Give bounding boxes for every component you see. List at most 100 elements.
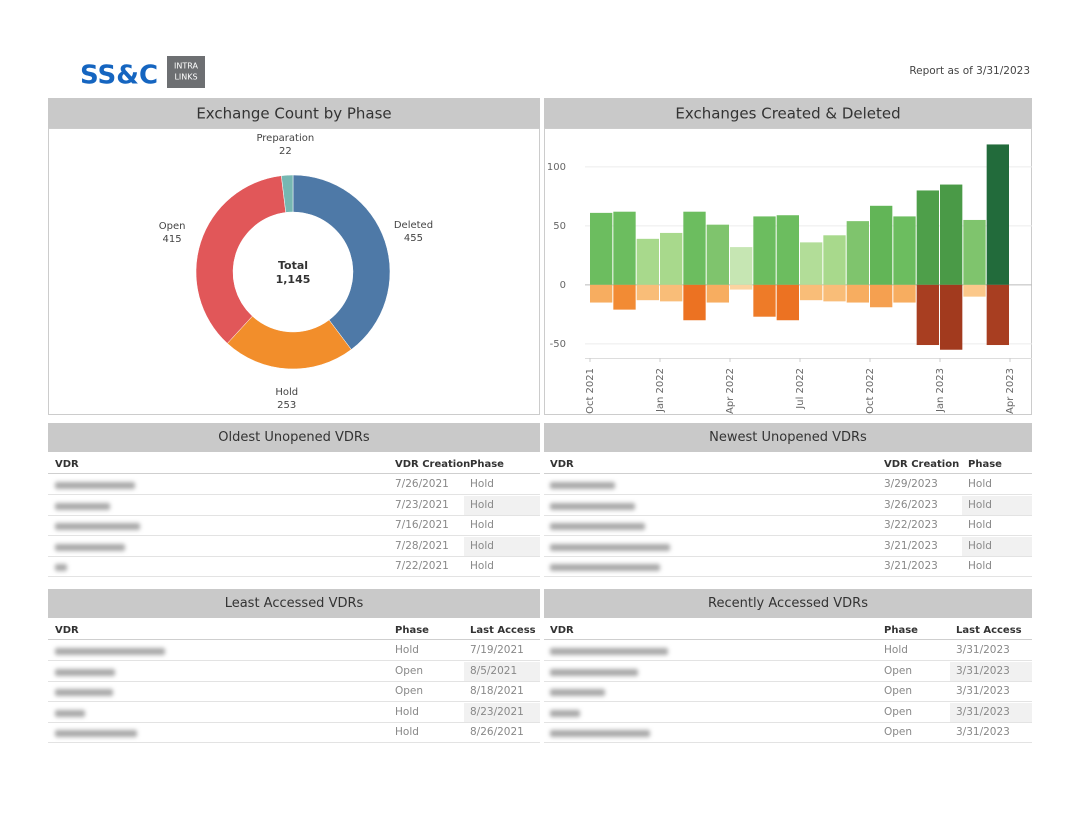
table-cell: Open bbox=[395, 685, 424, 698]
column-header: VDR Creation bbox=[395, 459, 471, 470]
cell-shade bbox=[962, 475, 1032, 494]
column-header: Phase bbox=[884, 625, 918, 636]
table-cell: Open bbox=[884, 726, 913, 739]
panel-header bbox=[544, 98, 1032, 128]
logo-badge bbox=[167, 56, 205, 88]
panel-header bbox=[48, 98, 540, 128]
bar bbox=[893, 216, 916, 285]
bar bbox=[916, 284, 939, 346]
logo: SS&C bbox=[80, 61, 158, 91]
row-rule bbox=[48, 680, 540, 682]
y-tick-label: -50 bbox=[550, 339, 566, 350]
x-tick-label: Oct 2021 bbox=[585, 368, 596, 414]
column-header: VDR bbox=[550, 625, 574, 636]
table-cell: 3/31/2023 bbox=[956, 685, 1010, 698]
cell-shade bbox=[464, 702, 540, 722]
table-cell: 3/31/2023 bbox=[956, 705, 1010, 718]
bar bbox=[636, 284, 659, 301]
column-header: VDR bbox=[55, 625, 79, 636]
bar bbox=[893, 284, 916, 303]
cell-shade bbox=[464, 536, 540, 556]
x-tick-label: Oct 2022 bbox=[865, 368, 876, 414]
bar bbox=[660, 284, 683, 302]
bar bbox=[870, 284, 893, 308]
vdr-name bbox=[55, 648, 165, 655]
table-cell: 3/21/2023 bbox=[884, 539, 938, 552]
row-rule bbox=[48, 742, 540, 744]
table-title: Oldest Unopened VDRs bbox=[48, 423, 540, 452]
x-tick-label: Apr 2023 bbox=[1005, 368, 1016, 414]
table-cell: Hold bbox=[470, 478, 494, 490]
table-cell: Open bbox=[884, 664, 913, 677]
bar bbox=[870, 205, 893, 285]
table-cell: 7/16/2021 bbox=[395, 519, 449, 532]
y-tick-label: 50 bbox=[553, 221, 566, 232]
table-cell: 7/19/2021 bbox=[470, 644, 524, 656]
cell-shade bbox=[950, 661, 1032, 681]
table-cell: Hold bbox=[968, 519, 992, 532]
row-rule bbox=[48, 721, 540, 723]
bar bbox=[846, 284, 869, 303]
vdr-name bbox=[550, 689, 605, 697]
row-rule bbox=[48, 555, 540, 557]
x-tick-label: Jan 2023 bbox=[935, 368, 946, 413]
slice-label: Preparation bbox=[256, 133, 314, 144]
bar-title: Exchanges Created & Deleted bbox=[675, 105, 900, 123]
bar bbox=[636, 238, 659, 285]
table-cell: 3/21/2023 bbox=[884, 560, 938, 573]
bar bbox=[753, 216, 776, 285]
slice-label: Hold bbox=[275, 387, 298, 398]
table-cell: 8/5/2021 bbox=[470, 664, 518, 677]
bar bbox=[590, 284, 613, 303]
table-cell: Hold bbox=[968, 539, 992, 552]
table-cell: Hold bbox=[968, 478, 992, 490]
row-rule bbox=[544, 576, 1032, 578]
table-cell: 3/31/2023 bbox=[956, 664, 1010, 677]
bar bbox=[730, 247, 753, 285]
x-tick-label: Apr 2022 bbox=[725, 368, 736, 414]
x-tick-label: Jul 2022 bbox=[795, 368, 806, 410]
bar bbox=[963, 284, 986, 297]
column-header: Last Access bbox=[956, 625, 1022, 636]
report-date: Report as of 3/31/2023 bbox=[909, 65, 1030, 77]
bar bbox=[776, 215, 799, 285]
vdr-name bbox=[550, 523, 645, 531]
cell-shade bbox=[464, 495, 540, 515]
vdr-name bbox=[550, 482, 615, 489]
bar bbox=[986, 144, 1009, 285]
column-header: Phase bbox=[470, 459, 504, 470]
bar bbox=[986, 284, 1009, 346]
table-cell: 8/18/2021 bbox=[470, 685, 524, 698]
slice-value: 415 bbox=[163, 234, 182, 245]
bar bbox=[683, 284, 706, 321]
table-title: Recently Accessed VDRs bbox=[544, 589, 1032, 618]
table-cell: Hold bbox=[470, 560, 494, 573]
cell-shade bbox=[962, 495, 1032, 515]
panel-frame bbox=[544, 128, 1032, 415]
table-cell: 3/29/2023 bbox=[884, 478, 938, 490]
vdr-name bbox=[55, 668, 115, 676]
vdr-name bbox=[550, 668, 638, 676]
row-rule bbox=[544, 535, 1032, 537]
vdr-name bbox=[55, 689, 113, 697]
pie-slice bbox=[281, 174, 294, 213]
vdr-name bbox=[55, 482, 135, 489]
bar bbox=[590, 212, 613, 285]
cell-shade bbox=[464, 661, 540, 681]
table-cell: 7/23/2021 bbox=[395, 498, 449, 511]
bar bbox=[916, 190, 939, 285]
table-cell: 3/26/2023 bbox=[884, 498, 938, 511]
pie-center-value: 1,145 bbox=[276, 273, 311, 286]
bar bbox=[660, 232, 683, 285]
row-rule bbox=[48, 576, 540, 578]
logo-badge-text: LINKS bbox=[174, 73, 197, 82]
table-cell: Hold bbox=[884, 644, 908, 656]
bar bbox=[963, 219, 986, 285]
row-rule bbox=[48, 494, 540, 495]
pie-slice bbox=[195, 175, 287, 344]
column-header: Phase bbox=[395, 625, 429, 636]
pie-center-label: Total bbox=[278, 259, 308, 272]
bar bbox=[706, 284, 729, 303]
